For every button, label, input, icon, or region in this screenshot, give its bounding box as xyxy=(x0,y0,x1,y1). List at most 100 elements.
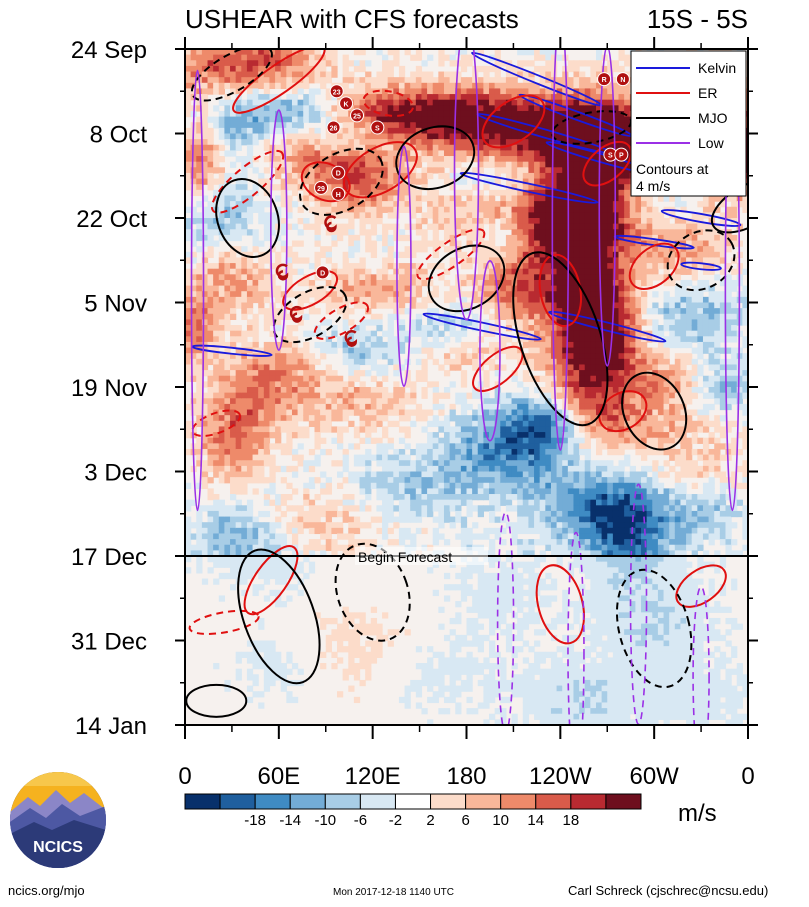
heat-cell xyxy=(511,116,518,123)
heat-cell xyxy=(241,285,248,292)
heat-cell xyxy=(427,646,434,653)
heat-cell xyxy=(258,415,265,422)
heat-cell xyxy=(308,49,316,56)
heat-cell xyxy=(235,229,242,236)
heat-cell xyxy=(201,268,209,275)
heat-cell xyxy=(353,347,361,354)
heat-cell xyxy=(353,651,361,658)
heat-cell xyxy=(522,448,530,456)
heat-cell xyxy=(235,184,242,191)
heat-cell xyxy=(387,482,394,489)
heat-cell xyxy=(415,465,423,473)
heat-cell xyxy=(489,341,496,349)
heat-cell xyxy=(269,99,276,106)
heat-cell xyxy=(466,629,473,636)
heat-cell xyxy=(522,505,530,512)
heat-cell xyxy=(314,127,321,135)
heat-cell xyxy=(190,403,197,411)
heat-cell xyxy=(269,651,276,658)
heat-cell xyxy=(275,325,282,332)
heat-cell xyxy=(235,234,242,242)
heat-cell xyxy=(269,403,276,411)
heat-cell xyxy=(466,127,473,135)
heat-cell xyxy=(241,167,248,174)
heat-cell xyxy=(522,268,530,275)
heat-cell xyxy=(365,657,372,664)
heat-cell xyxy=(258,426,265,433)
heat-cell xyxy=(534,330,541,337)
heat-cell xyxy=(460,167,468,174)
heat-cell xyxy=(353,279,361,287)
heat-cell xyxy=(190,364,197,371)
heat-cell xyxy=(353,302,361,309)
heat-cell xyxy=(460,77,468,84)
heat-cell xyxy=(342,54,349,61)
heat-cell xyxy=(235,420,242,428)
heat-cell xyxy=(320,71,327,78)
heat-cell xyxy=(466,482,473,489)
heat-cell xyxy=(455,634,462,642)
heat-cell xyxy=(432,212,439,219)
heat-cell xyxy=(359,279,366,287)
heat-cell xyxy=(201,127,209,135)
heat-cell xyxy=(291,161,299,168)
heat-cell xyxy=(185,94,192,101)
heat-cell xyxy=(258,54,265,61)
heat-cell xyxy=(297,505,304,512)
heat-cell xyxy=(522,477,530,484)
heat-cell xyxy=(314,330,321,337)
heat-cell xyxy=(258,510,265,518)
heat-cell xyxy=(213,330,220,337)
heat-cell xyxy=(320,381,327,388)
heat-cell xyxy=(443,150,451,157)
heat-cell xyxy=(286,691,293,698)
heat-cell xyxy=(421,234,428,242)
heat-cell xyxy=(258,702,265,709)
heat-cell xyxy=(286,387,293,394)
heat-cell xyxy=(370,516,378,523)
heat-cell xyxy=(303,49,310,56)
heat-cell xyxy=(534,516,541,523)
heat-cell xyxy=(522,578,530,585)
heat-cell xyxy=(427,54,434,61)
heat-cell xyxy=(494,178,501,185)
heat-cell xyxy=(331,71,338,78)
heat-cell xyxy=(353,161,361,168)
heat-cell xyxy=(246,229,254,236)
heat-cell xyxy=(398,296,406,304)
heat-cell xyxy=(421,240,428,247)
heat-cell xyxy=(235,539,242,546)
heat-cell xyxy=(280,218,287,225)
heat-cell xyxy=(207,477,214,484)
heat-cell xyxy=(314,612,321,619)
heat-cell xyxy=(370,139,378,146)
heat-cell xyxy=(404,251,411,259)
heat-cell xyxy=(528,510,535,518)
heat-cell xyxy=(258,240,265,247)
heat-cell xyxy=(370,606,378,613)
heat-cell xyxy=(494,679,501,687)
heat-cell xyxy=(213,471,220,478)
heat-cell xyxy=(359,263,366,270)
heat-cell xyxy=(230,263,237,270)
heat-cell xyxy=(213,539,220,546)
heat-cell xyxy=(201,274,209,281)
heat-cell xyxy=(303,392,310,399)
heat-cell xyxy=(427,465,434,473)
heat-cell xyxy=(359,403,366,411)
heat-cell xyxy=(196,285,203,292)
heat-cell xyxy=(387,539,394,546)
heat-cell xyxy=(415,263,423,270)
heat-cell xyxy=(263,184,271,191)
heat-cell xyxy=(427,133,434,140)
heat-cell xyxy=(505,629,513,636)
heat-cell xyxy=(331,629,338,636)
heat-cell xyxy=(455,88,462,95)
heat-cell xyxy=(207,420,214,428)
heat-cell xyxy=(534,229,541,236)
heat-cell xyxy=(517,156,524,163)
heat-cell xyxy=(427,341,434,349)
heat-cell xyxy=(185,54,192,61)
heat-cell xyxy=(489,426,496,433)
heat-cell xyxy=(241,139,248,146)
